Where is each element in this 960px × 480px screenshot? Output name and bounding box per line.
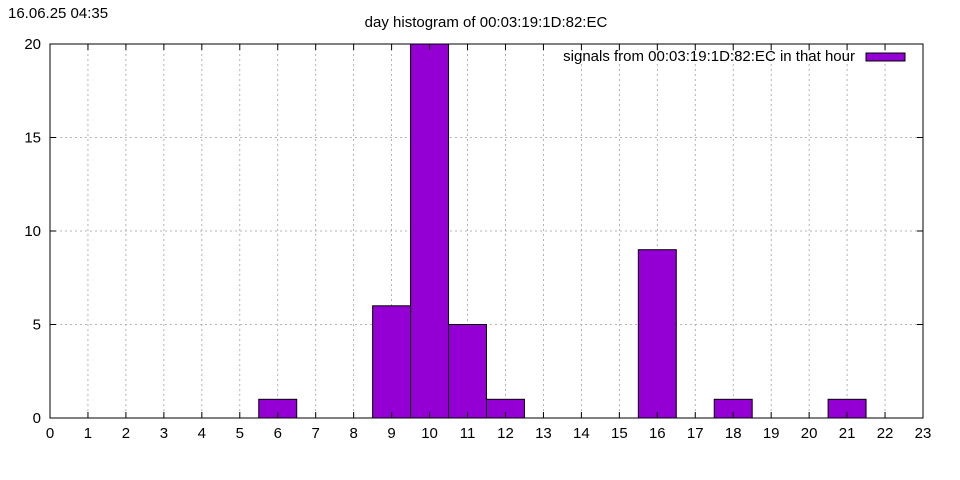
x-tick-label: 0	[46, 425, 54, 442]
x-tick-label: 19	[763, 425, 780, 442]
x-tick-label: 11	[460, 425, 476, 442]
x-tick-label: 14	[573, 425, 590, 442]
x-tick-label: 15	[611, 425, 628, 442]
histogram-bar-10	[410, 43, 450, 419]
x-tick-label: 3	[160, 425, 168, 442]
y-tick-labels: 0 5 10 15 20	[24, 36, 41, 427]
y-tick-label: 5	[33, 317, 41, 334]
legend-swatch	[865, 52, 906, 62]
x-tick-label: 21	[839, 425, 856, 442]
y-tick-label: 15	[24, 130, 41, 147]
x-tick-label: 2	[122, 425, 130, 442]
axis-ticks	[49, 43, 924, 419]
x-tick-label: 17	[687, 425, 704, 442]
chart-title: day histogram of 00:03:19:1D:82:EC	[365, 14, 608, 31]
x-tick-label: 18	[725, 425, 742, 442]
x-tick-label: 12	[497, 425, 514, 442]
x-tick-label: 9	[387, 425, 395, 442]
x-tick-label: 5	[236, 425, 244, 442]
histogram-bar-16	[637, 249, 677, 419]
y-tick-label: 0	[33, 410, 41, 427]
histogram-bar-11	[448, 324, 488, 419]
x-tick-label: 13	[535, 425, 552, 442]
x-tick-label: 8	[349, 425, 357, 442]
x-tick-label: 1	[84, 425, 92, 442]
y-tick-label: 10	[24, 223, 41, 240]
legend: signals from 00:03:19:1D:82:EC in that h…	[563, 48, 906, 65]
histogram-bar-9	[372, 305, 412, 419]
timestamp-label: 16.06.25 04:35	[8, 5, 108, 22]
x-tick-label: 7	[312, 425, 320, 442]
x-tick-label: 6	[274, 425, 282, 442]
x-tick-label: 10	[421, 425, 438, 442]
x-tick-label: 4	[198, 425, 206, 442]
bars-group	[258, 43, 867, 419]
legend-label: signals from 00:03:19:1D:82:EC in that h…	[563, 48, 855, 65]
x-tick-label: 16	[649, 425, 666, 442]
x-tick-label: 23	[915, 425, 932, 442]
x-tick-label: 22	[877, 425, 894, 442]
y-tick-label: 20	[24, 36, 41, 53]
grid-lines	[50, 44, 923, 418]
x-tick-label: 20	[801, 425, 818, 442]
x-tick-labels: 0 1 2 3 4 5 6 7 8 9 10 11 12 13 14 15 16 17 18 19 20 21 22 23	[46, 425, 932, 442]
